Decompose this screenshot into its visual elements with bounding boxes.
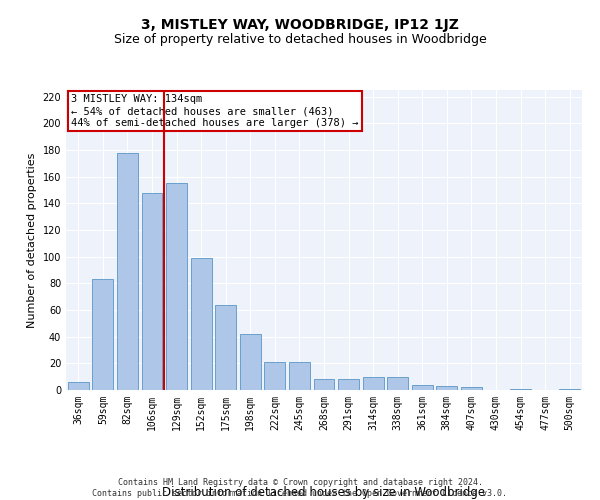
Bar <box>117 152 138 390</box>
Bar <box>559 388 580 390</box>
Bar <box>461 388 482 390</box>
Text: Size of property relative to detached houses in Woodbridge: Size of property relative to detached ho… <box>113 32 487 46</box>
Bar <box>387 376 408 390</box>
Bar <box>191 258 212 390</box>
Bar <box>215 304 236 390</box>
Bar <box>412 384 433 390</box>
Bar <box>240 334 261 390</box>
Text: 3, MISTLEY WAY, WOODBRIDGE, IP12 1JZ: 3, MISTLEY WAY, WOODBRIDGE, IP12 1JZ <box>141 18 459 32</box>
Bar <box>166 184 187 390</box>
Bar <box>362 376 383 390</box>
Bar <box>265 362 286 390</box>
Bar <box>314 380 334 390</box>
Bar <box>436 386 457 390</box>
Text: 3 MISTLEY WAY: 134sqm
← 54% of detached houses are smaller (463)
44% of semi-det: 3 MISTLEY WAY: 134sqm ← 54% of detached … <box>71 94 359 128</box>
Bar <box>142 192 163 390</box>
Bar <box>68 382 89 390</box>
Bar <box>510 388 531 390</box>
Bar <box>289 362 310 390</box>
Text: Contains HM Land Registry data © Crown copyright and database right 2024.
Contai: Contains HM Land Registry data © Crown c… <box>92 478 508 498</box>
Bar <box>92 280 113 390</box>
Bar <box>338 380 359 390</box>
X-axis label: Distribution of detached houses by size in Woodbridge: Distribution of detached houses by size … <box>163 486 485 498</box>
Y-axis label: Number of detached properties: Number of detached properties <box>27 152 37 328</box>
